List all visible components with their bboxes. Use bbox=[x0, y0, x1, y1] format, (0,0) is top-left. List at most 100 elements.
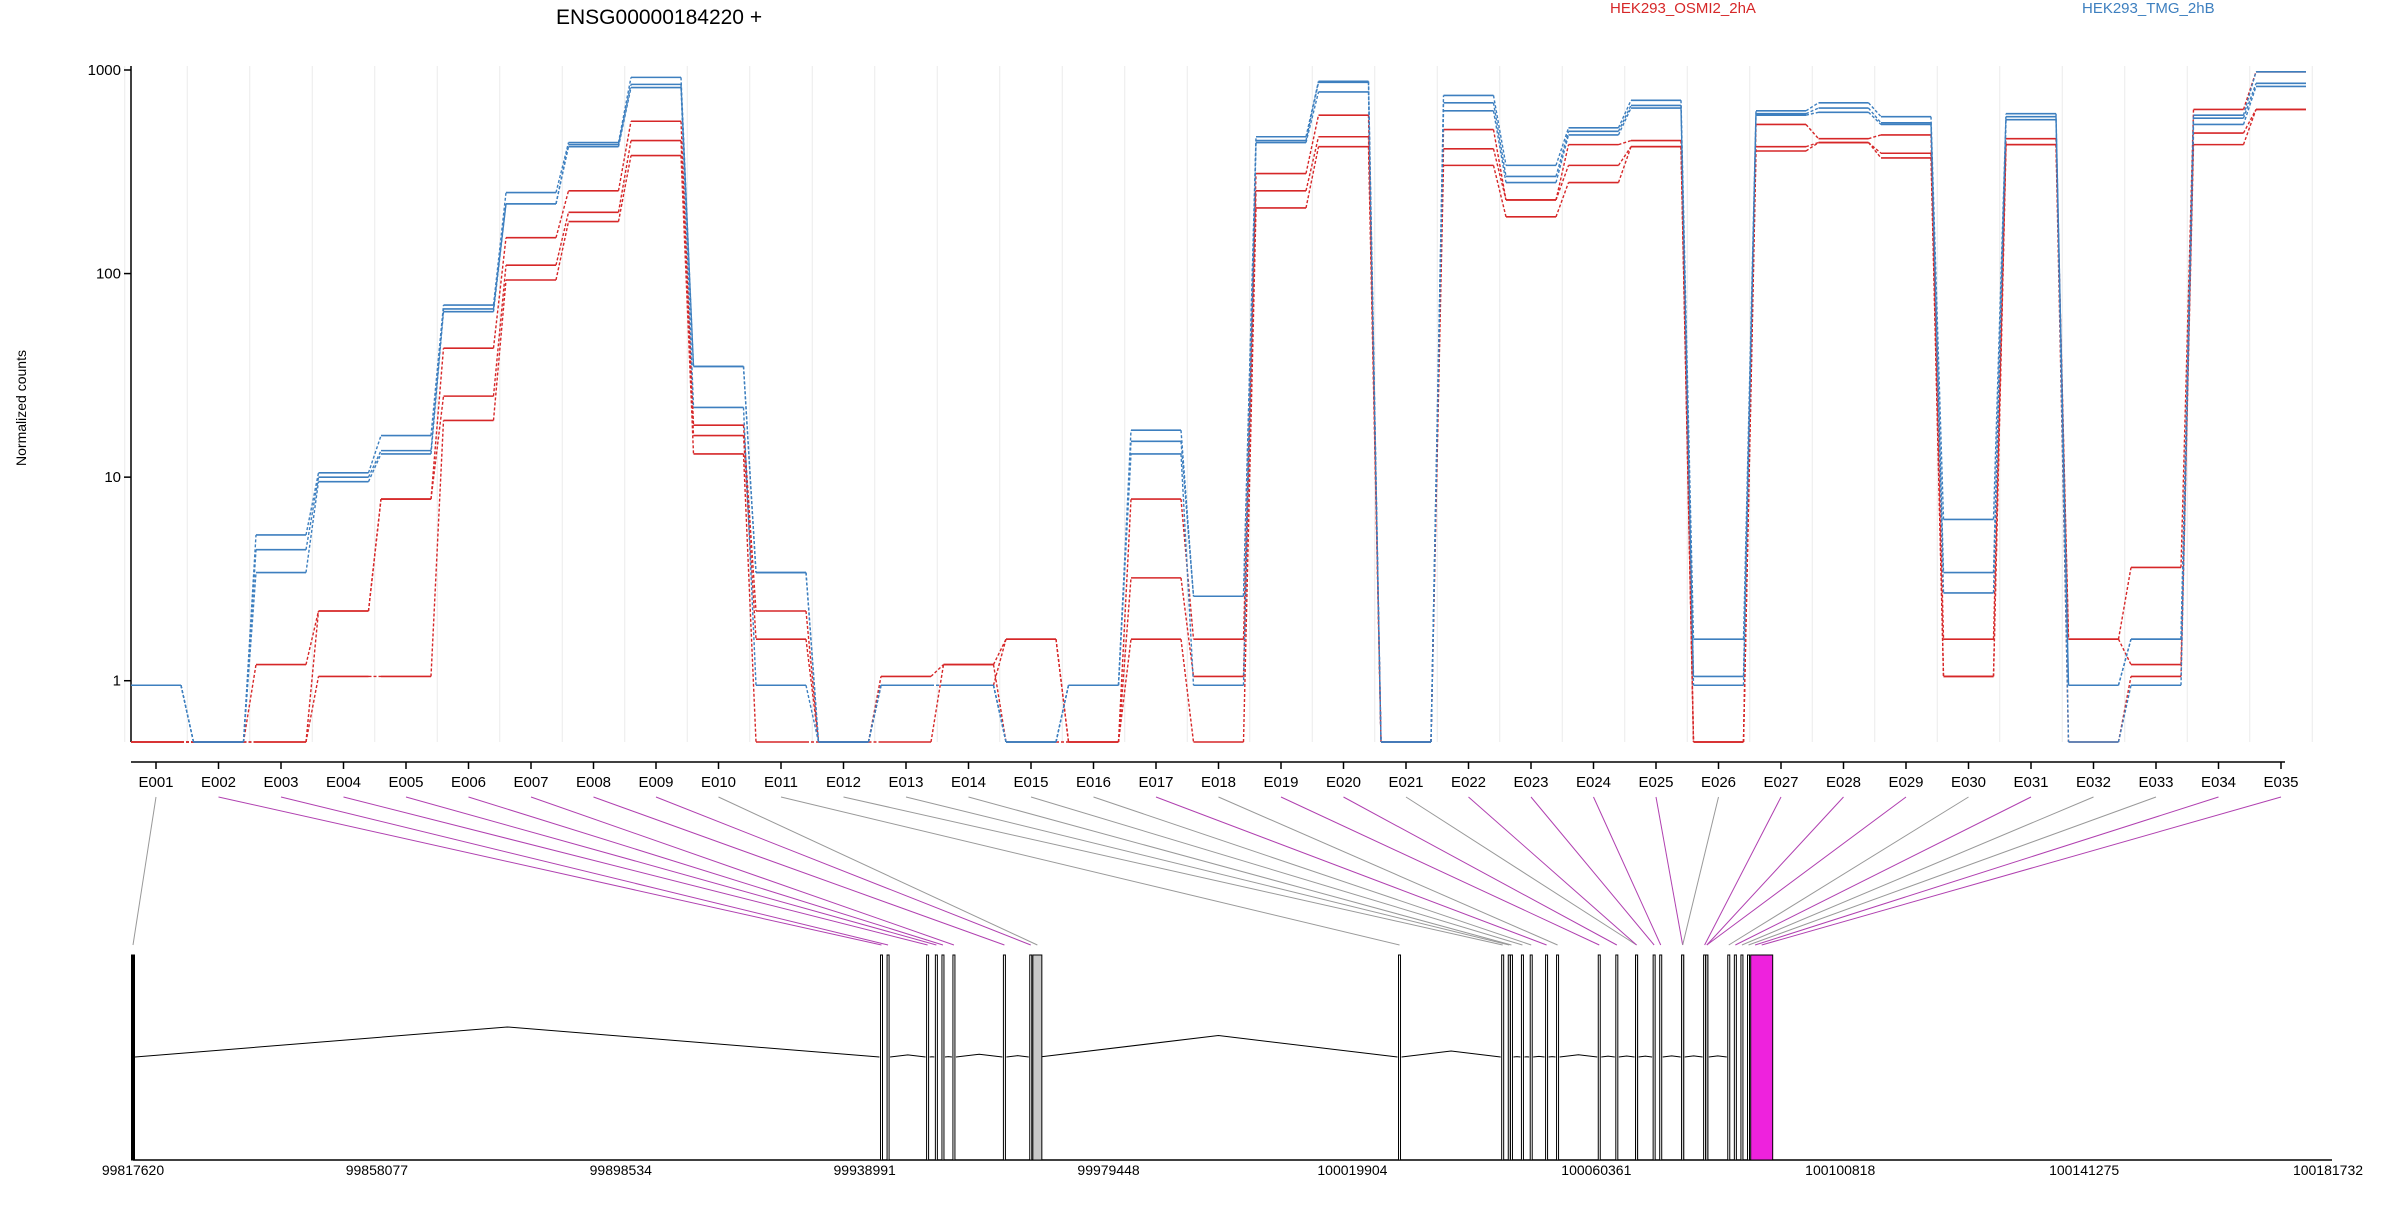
exon-mapping-line bbox=[1742, 797, 2094, 945]
exon-box bbox=[942, 955, 944, 1160]
x-tick-label: E012 bbox=[826, 774, 861, 791]
series bbox=[131, 109, 2306, 742]
exon-mapping-line bbox=[656, 797, 1031, 945]
x-tick-label: E029 bbox=[1888, 774, 1923, 791]
x-tick-label: E027 bbox=[1763, 774, 1798, 791]
series-lines bbox=[131, 72, 2306, 742]
exon-mapping-line bbox=[1656, 797, 1683, 945]
genomic-tick-label: 99979448 bbox=[1077, 1162, 1140, 1178]
x-tick-label: E034 bbox=[2201, 774, 2236, 791]
exon-mapping-line bbox=[719, 797, 1038, 945]
exon-box bbox=[1748, 955, 1750, 1160]
series bbox=[131, 109, 2306, 742]
exon-box bbox=[953, 955, 955, 1160]
exon-mapping-line bbox=[344, 797, 928, 945]
exon-box bbox=[1728, 955, 1730, 1160]
x-tick-label: E004 bbox=[326, 774, 361, 791]
series bbox=[131, 82, 2306, 742]
exon-box bbox=[1030, 955, 1032, 1160]
exon-box bbox=[1557, 955, 1559, 1160]
exon-box bbox=[1033, 955, 1042, 1160]
exon-mapping-line bbox=[281, 797, 888, 945]
exon-mapping-line bbox=[1707, 797, 1906, 945]
exon-mapping-line bbox=[781, 797, 1400, 945]
genomic-tick-label: 99898534 bbox=[590, 1162, 653, 1178]
exon-mapping-line bbox=[906, 797, 1509, 945]
exon-box bbox=[1399, 955, 1401, 1160]
intron-line bbox=[1639, 1056, 1653, 1057]
exon-mapping-line bbox=[1683, 797, 1719, 945]
exon-box bbox=[1734, 955, 1736, 1160]
x-tick-label: E026 bbox=[1701, 774, 1736, 791]
exon-mapping-line bbox=[1094, 797, 1532, 945]
exon-mapping-line bbox=[1762, 797, 2281, 945]
x-tick-label: E007 bbox=[513, 774, 548, 791]
exon-box bbox=[887, 955, 889, 1160]
x-tick-label: E010 bbox=[701, 774, 736, 791]
exon-box bbox=[1598, 955, 1600, 1160]
intron-line bbox=[1533, 1056, 1544, 1057]
intron-line bbox=[890, 1055, 926, 1057]
x-tick-label: E013 bbox=[888, 774, 923, 791]
x-tick-label: E008 bbox=[576, 774, 611, 791]
exon-box bbox=[1510, 955, 1512, 1160]
series bbox=[131, 72, 2306, 742]
exon-box bbox=[1653, 955, 1655, 1160]
x-tick-label: E031 bbox=[2013, 774, 2048, 791]
x-tick-label: E019 bbox=[1263, 774, 1298, 791]
exon-box bbox=[1546, 955, 1548, 1160]
x-tick-label: E032 bbox=[2076, 774, 2111, 791]
chart-title: ENSG00000184220 + bbox=[556, 6, 762, 29]
exon-box bbox=[1530, 955, 1532, 1160]
intron-line bbox=[1039, 1036, 1397, 1057]
x-tick-label: E020 bbox=[1326, 774, 1361, 791]
exon-mapping-line bbox=[1344, 797, 1617, 945]
exon-box bbox=[1616, 955, 1618, 1160]
exon-mapping-line bbox=[1705, 797, 1781, 945]
exon-mapping-line bbox=[969, 797, 1512, 945]
x-tick-label: E009 bbox=[638, 774, 673, 791]
x-tick-label: E015 bbox=[1013, 774, 1048, 791]
x-tick-label: E006 bbox=[451, 774, 486, 791]
intron-line bbox=[135, 1027, 879, 1057]
x-tick-label: E011 bbox=[764, 774, 798, 791]
exon-mapping-line bbox=[1219, 797, 1558, 945]
exon-box bbox=[1660, 955, 1662, 1160]
x-tick-label: E025 bbox=[1638, 774, 1673, 791]
intron-line bbox=[1709, 1056, 1727, 1057]
x-tick-label: E005 bbox=[388, 774, 423, 791]
x-tick-label: E018 bbox=[1201, 774, 1236, 791]
exon-box bbox=[132, 955, 135, 1160]
intron-line bbox=[1685, 1056, 1703, 1057]
intron-line bbox=[1402, 1051, 1501, 1057]
x-tick-label: E001 bbox=[138, 774, 173, 791]
exon-box bbox=[1741, 955, 1743, 1160]
exon-box bbox=[927, 955, 929, 1160]
x-tick-label: E021 bbox=[1388, 774, 1423, 791]
x-tick-label: E035 bbox=[2263, 774, 2298, 791]
vertical-grid bbox=[125, 66, 2313, 742]
x-tick-label: E023 bbox=[1513, 774, 1548, 791]
exon-mapping-line bbox=[1031, 797, 1522, 945]
genomic-tick-label: 99817620 bbox=[102, 1162, 165, 1178]
exon-mapping-line bbox=[1531, 797, 1654, 945]
genomic-tick-label: 99858077 bbox=[346, 1162, 409, 1178]
intron-line bbox=[956, 1054, 1002, 1057]
x-tick-label: E016 bbox=[1076, 774, 1111, 791]
intron-line bbox=[1006, 1056, 1028, 1057]
exon-mapping-line bbox=[1729, 797, 1969, 945]
y-tick-label: 10 bbox=[104, 469, 121, 486]
exon-mapping-line bbox=[1594, 797, 1661, 945]
x-tick-label: E014 bbox=[951, 774, 986, 791]
y-tick-label: 100 bbox=[96, 266, 121, 283]
exon-box bbox=[1003, 955, 1005, 1160]
x-tick-label: E017 bbox=[1138, 774, 1173, 791]
exon-box bbox=[880, 955, 882, 1160]
exon-box bbox=[1706, 955, 1708, 1160]
series bbox=[131, 72, 2306, 742]
genomic-tick-label: 100181732 bbox=[2293, 1162, 2363, 1178]
x-tick-label: E030 bbox=[1951, 774, 1986, 791]
y-axis-label: Normalized counts bbox=[13, 350, 29, 466]
